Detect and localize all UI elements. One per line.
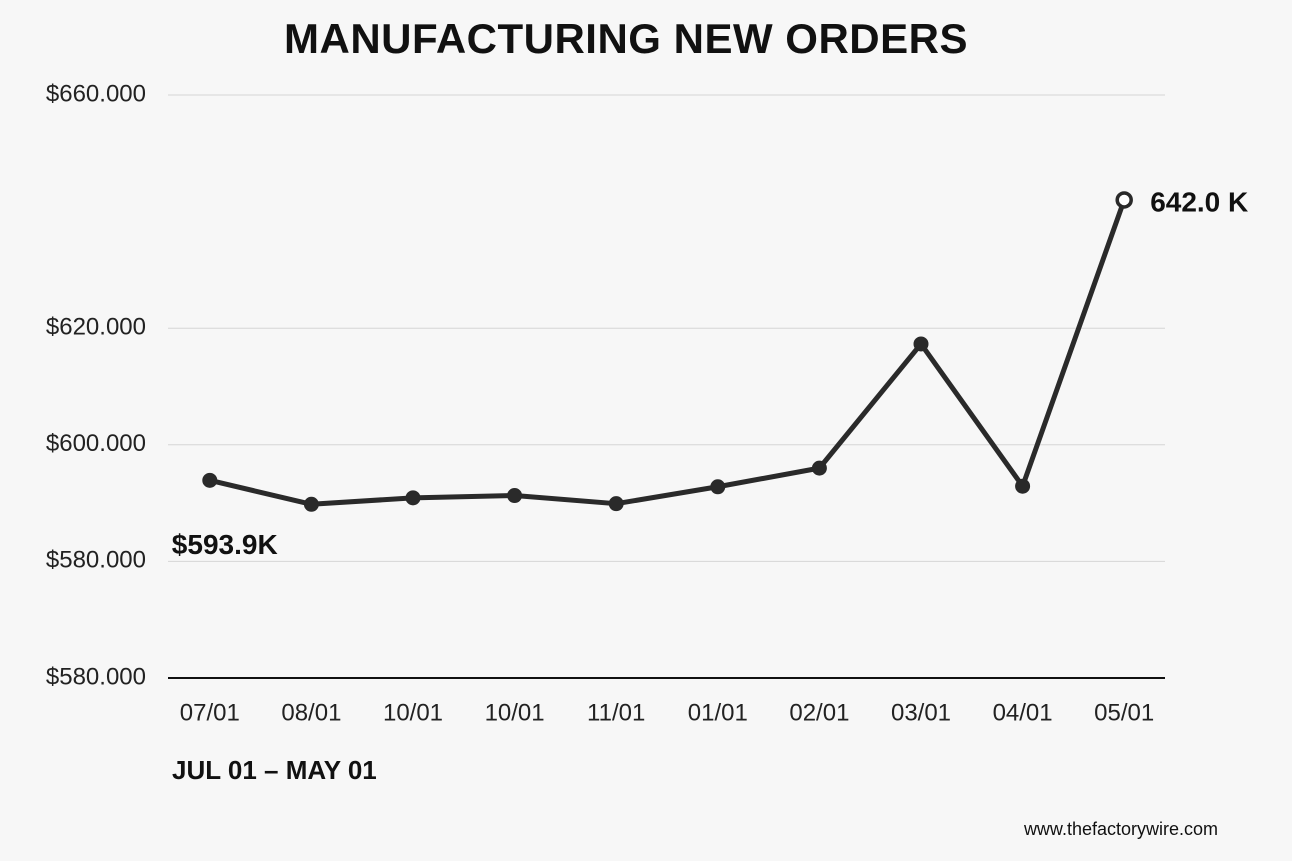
x-tick-label: 02/01 bbox=[789, 699, 849, 726]
point bbox=[303, 496, 319, 512]
x-tick-label: 05/01 bbox=[1094, 699, 1154, 726]
data-label: $593.9K bbox=[172, 529, 278, 560]
point bbox=[1115, 191, 1133, 209]
point bbox=[1015, 478, 1031, 494]
point bbox=[608, 496, 624, 512]
x-tick-label: 10/01 bbox=[383, 699, 443, 726]
y-tick-label: $580.000 bbox=[46, 547, 146, 574]
y-tick-label: $660.000 bbox=[46, 80, 146, 107]
source: www.thefactorywire.com bbox=[1023, 819, 1218, 839]
data-label: 642.0 K bbox=[1150, 186, 1248, 217]
point bbox=[507, 488, 523, 504]
line bbox=[209, 199, 1127, 507]
point bbox=[405, 490, 421, 506]
x-tick-label: 11/01 bbox=[587, 699, 645, 726]
point bbox=[811, 460, 827, 476]
y-tick-label: $600.000 bbox=[46, 430, 146, 457]
y-tick-label: $620.000 bbox=[46, 314, 146, 341]
point bbox=[202, 472, 218, 488]
subtitle: JUL 01 – MAY 01 bbox=[172, 755, 377, 785]
x-tick-label: 07/01 bbox=[180, 699, 240, 726]
x-tick-label: 01/01 bbox=[688, 699, 748, 726]
point bbox=[913, 336, 929, 352]
chart-title: MANUFACTURING NEW ORDERS bbox=[284, 15, 968, 62]
x-tick-label: 04/01 bbox=[993, 699, 1053, 726]
x-tick-label: 08/01 bbox=[281, 699, 341, 726]
x-tick-label: 03/01 bbox=[891, 699, 951, 726]
point bbox=[710, 479, 726, 495]
x-tick-label: 10/01 bbox=[485, 699, 545, 726]
y-tick-label: $580.000 bbox=[46, 663, 146, 690]
